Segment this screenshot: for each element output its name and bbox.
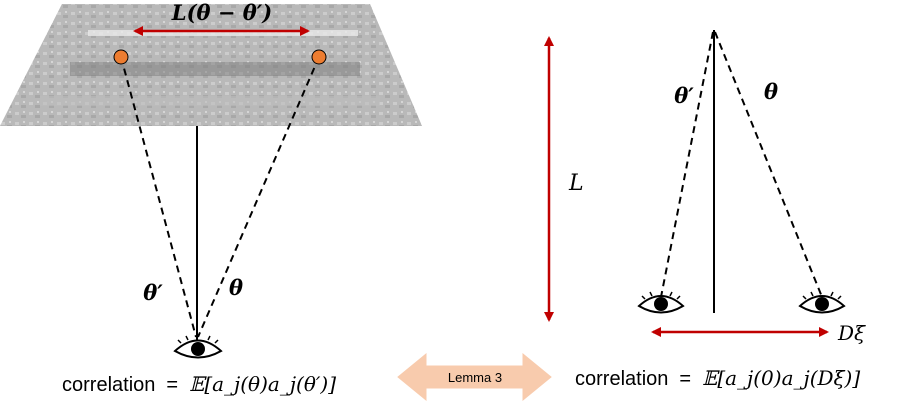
right-theta-label: θ xyxy=(764,79,778,104)
left-correlation-expr: 𝔼[a_j(θ)a_j(θ′)] xyxy=(189,372,336,396)
left-correlation-word: correlation xyxy=(62,374,155,396)
right-dashed-line-theta xyxy=(714,31,823,298)
lemma-double-arrow xyxy=(397,352,552,402)
right-correlation-expr: 𝔼[a_j(0)a_j(Dξ)] xyxy=(702,366,860,390)
right-equals: = xyxy=(679,368,691,390)
left-equals: = xyxy=(166,374,178,396)
right-bottom-label: Dξ xyxy=(837,321,866,345)
height-L-label: L xyxy=(568,171,584,196)
right-eye-icon-right xyxy=(798,291,846,314)
right-point-dot xyxy=(311,49,327,65)
left-theta-label: θ xyxy=(229,275,243,300)
right-correlation-word: correlation xyxy=(575,368,668,390)
left-dashed-line-theta xyxy=(197,56,320,338)
left-theta-prime-label: θ′ xyxy=(143,280,163,305)
left-dashed-line-theta-prime xyxy=(120,56,197,338)
right-dashed-line-theta-prime xyxy=(660,31,714,298)
right-eye-icon-left xyxy=(637,291,685,314)
left-top-label: L(θ − θ′) xyxy=(171,0,272,25)
left-point-dot xyxy=(113,49,129,65)
left-eye-icon xyxy=(173,335,223,359)
lemma-label: Lemma 3 xyxy=(448,370,502,385)
right-theta-prime-label: θ′ xyxy=(674,83,694,108)
left-scene-image xyxy=(0,4,422,126)
left-correlation-formula: correlation = 𝔼[a_j(θ)a_j(θ′)] xyxy=(62,372,336,396)
right-correlation-formula: correlation = 𝔼[a_j(0)a_j(Dξ)] xyxy=(575,366,860,390)
